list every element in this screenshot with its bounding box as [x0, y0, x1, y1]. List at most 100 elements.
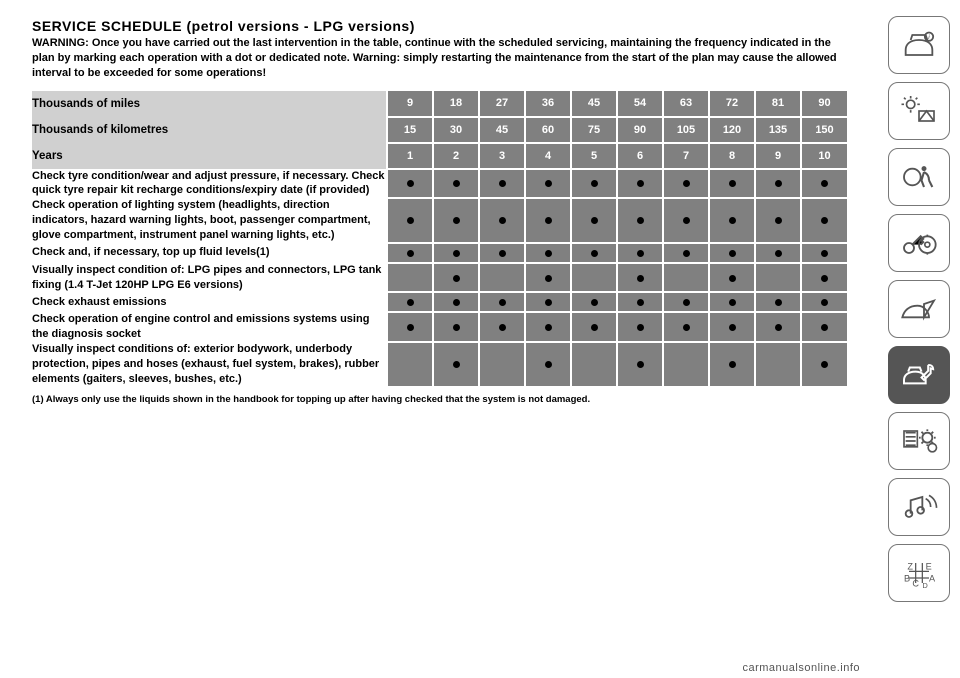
dot-icon	[545, 324, 552, 331]
schedule-cell	[801, 198, 847, 243]
dot-icon	[453, 324, 460, 331]
schedule-cell	[663, 342, 709, 387]
nav-hazard-icon[interactable]	[888, 280, 950, 338]
dot-icon	[821, 299, 828, 306]
schedule-cell	[479, 292, 525, 312]
header-value: 135	[755, 117, 801, 143]
svg-text:E: E	[926, 562, 932, 572]
schedule-cell	[755, 198, 801, 243]
schedule-cell	[525, 263, 571, 293]
header-value: 6	[617, 143, 663, 169]
schedule-cell	[433, 263, 479, 293]
dot-icon	[683, 250, 690, 257]
dot-icon	[637, 324, 644, 331]
nav-lights-icon[interactable]	[888, 82, 950, 140]
header-label: Years	[32, 143, 387, 169]
schedule-cell	[663, 263, 709, 293]
schedule-cell	[617, 312, 663, 342]
dot-icon	[545, 250, 552, 257]
schedule-cell	[571, 169, 617, 199]
nav-media-icon[interactable]	[888, 478, 950, 536]
schedule-cell	[479, 263, 525, 293]
schedule-cell	[617, 292, 663, 312]
service-item-label: Check exhaust emissions	[32, 292, 387, 312]
dot-icon	[637, 180, 644, 187]
schedule-cell	[387, 312, 433, 342]
schedule-cell	[801, 169, 847, 199]
dot-icon	[499, 250, 506, 257]
schedule-cell	[709, 198, 755, 243]
dot-icon	[453, 217, 460, 224]
header-value: 105	[663, 117, 709, 143]
dot-icon	[453, 180, 460, 187]
schedule-cell	[571, 243, 617, 263]
schedule-cell	[663, 243, 709, 263]
schedule-cell	[755, 263, 801, 293]
dot-icon	[591, 180, 598, 187]
dot-icon	[729, 324, 736, 331]
schedule-cell	[525, 243, 571, 263]
service-item-label: Check tyre condition/wear and adjust pre…	[32, 169, 387, 199]
header-value: 15	[387, 117, 433, 143]
schedule-cell	[617, 243, 663, 263]
schedule-cell	[755, 243, 801, 263]
schedule-cell	[479, 243, 525, 263]
dot-icon	[545, 180, 552, 187]
schedule-cell	[387, 169, 433, 199]
header-value: 36	[525, 91, 571, 117]
header-value: 4	[525, 143, 571, 169]
schedule-cell	[801, 263, 847, 293]
dot-icon	[499, 180, 506, 187]
svg-text:D: D	[922, 581, 928, 590]
service-item-label: Visually inspect condition of: LPG pipes…	[32, 263, 387, 293]
schedule-cell	[617, 198, 663, 243]
header-value: 1	[387, 143, 433, 169]
dot-icon	[775, 299, 782, 306]
nav-vehicle-icon[interactable]: i	[888, 16, 950, 74]
header-value: 7	[663, 143, 709, 169]
header-value: 2	[433, 143, 479, 169]
dot-icon	[591, 217, 598, 224]
dot-icon	[545, 275, 552, 282]
footnote: (1) Always only use the liquids shown in…	[32, 394, 852, 405]
nav-index-icon[interactable]: ZEBACD	[888, 544, 950, 602]
nav-key-icon[interactable]	[888, 214, 950, 272]
dot-icon	[637, 250, 644, 257]
schedule-cell	[433, 169, 479, 199]
dot-icon	[821, 180, 828, 187]
header-value: 45	[571, 91, 617, 117]
schedule-cell	[525, 198, 571, 243]
schedule-cell	[801, 312, 847, 342]
schedule-cell	[709, 342, 755, 387]
header-value: 5	[571, 143, 617, 169]
dot-icon	[729, 250, 736, 257]
header-value: 3	[479, 143, 525, 169]
schedule-cell	[617, 342, 663, 387]
header-value: 72	[709, 91, 755, 117]
service-schedule-table: Thousands of miles9182736455463728190Tho…	[32, 91, 847, 388]
nav-airbag-icon[interactable]	[888, 148, 950, 206]
header-value: 75	[571, 117, 617, 143]
page-title: SERVICE SCHEDULE (petrol versions - LPG …	[32, 18, 852, 34]
dot-icon	[499, 217, 506, 224]
dot-icon	[407, 217, 414, 224]
schedule-cell	[387, 263, 433, 293]
header-value: 9	[387, 91, 433, 117]
dot-icon	[453, 361, 460, 368]
header-value: 150	[801, 117, 847, 143]
schedule-cell	[571, 342, 617, 387]
dot-icon	[407, 250, 414, 257]
header-value: 30	[433, 117, 479, 143]
schedule-cell	[571, 292, 617, 312]
schedule-cell	[433, 292, 479, 312]
header-value: 10	[801, 143, 847, 169]
header-label: Thousands of kilometres	[32, 117, 387, 143]
nav-settings-icon[interactable]	[888, 412, 950, 470]
dot-icon	[729, 180, 736, 187]
header-value: 60	[525, 117, 571, 143]
dot-icon	[499, 324, 506, 331]
dot-icon	[821, 275, 828, 282]
dot-icon	[683, 217, 690, 224]
nav-service-icon[interactable]	[888, 346, 950, 404]
dot-icon	[683, 299, 690, 306]
